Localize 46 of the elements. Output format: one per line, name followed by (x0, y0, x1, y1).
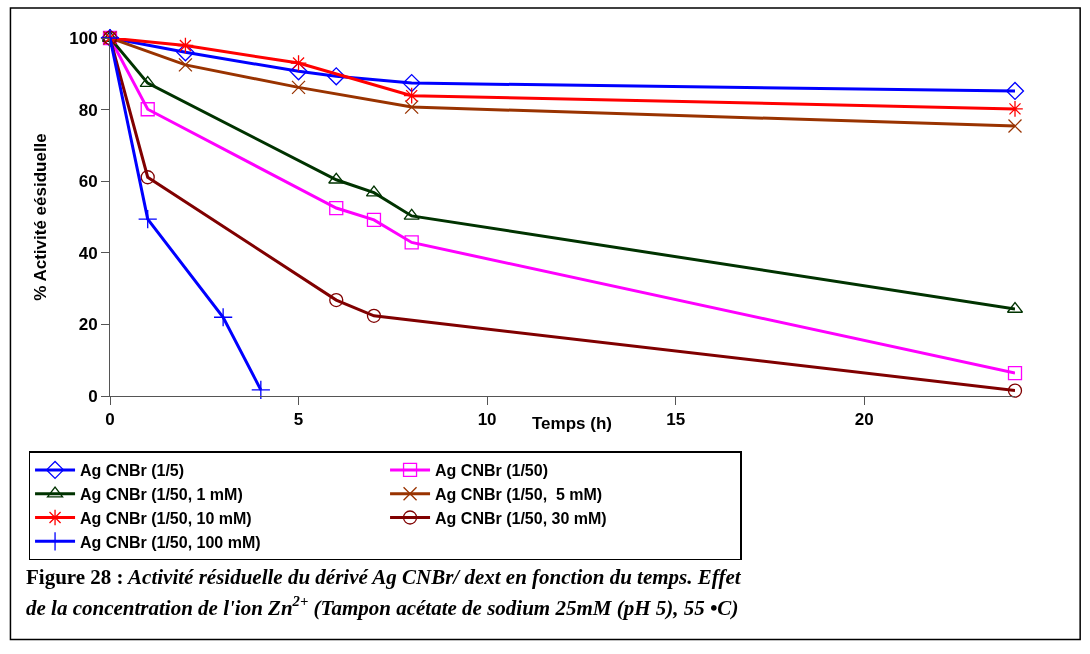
point (366, 212, 382, 228)
text: de la concentration de l'ion Zn$^{2+}$ (Tampon acétate de sodium 25mM (pH 5), 55 •C) (26, 593, 739, 620)
x-axis-title: Temps (h) (532, 414, 612, 433)
y-tick-label: 40 (78, 243, 98, 263)
point (404, 99, 419, 115)
legend-label: Ag CNBr (1/50, 5 mM) (435, 485, 603, 503)
y-tick-label: 20 (78, 315, 98, 335)
point (404, 235, 419, 250)
point (366, 308, 382, 323)
point (328, 172, 345, 184)
point (1007, 365, 1023, 381)
point (140, 102, 155, 117)
point (251, 380, 271, 400)
point (1005, 81, 1025, 101)
point (178, 57, 193, 72)
point (1007, 118, 1023, 134)
x-tick-label: 15 (666, 410, 686, 430)
point (1007, 383, 1023, 398)
x-tick-label: 0 (105, 410, 115, 430)
legend-label: Ag CNBr (1/5) (80, 462, 185, 480)
x-tick-label: 5 (293, 410, 304, 430)
y-tick-label: 60 (78, 172, 98, 192)
caption: Figure 28 : Activité résiduelle du dérivé Ag CNBr/ dext en fonction du temps. Effet (26, 565, 742, 589)
legend-label: Ag CNBr (1/50, 1 mM) (80, 485, 243, 503)
point (329, 200, 344, 216)
point (402, 74, 421, 93)
point (139, 75, 156, 88)
point (176, 37, 194, 54)
y-axis-title: % Activité eésiduelle (30, 133, 50, 301)
legend-label: Ag CNBr (1/50, 10 mM) (80, 509, 252, 527)
point (213, 307, 233, 327)
point (291, 80, 306, 95)
y-tick-label: 80 (78, 100, 98, 120)
legend-label: Ag CNBr (1/50, 30 mM) (435, 509, 607, 527)
x-tick-label: 10 (477, 410, 497, 430)
point (327, 67, 346, 86)
legend-label: Ag CNBr (1/50, 100 mM) (80, 533, 261, 551)
x-tick-label: 20 (854, 410, 874, 430)
point (140, 170, 155, 185)
y-tick-label: 0 (88, 386, 98, 406)
point (329, 292, 344, 308)
point (403, 208, 420, 220)
point (290, 54, 307, 72)
legend-label: Ag CNBr (1/50) (435, 462, 548, 480)
y-tick-label: 100 (69, 28, 98, 48)
point (137, 209, 158, 229)
